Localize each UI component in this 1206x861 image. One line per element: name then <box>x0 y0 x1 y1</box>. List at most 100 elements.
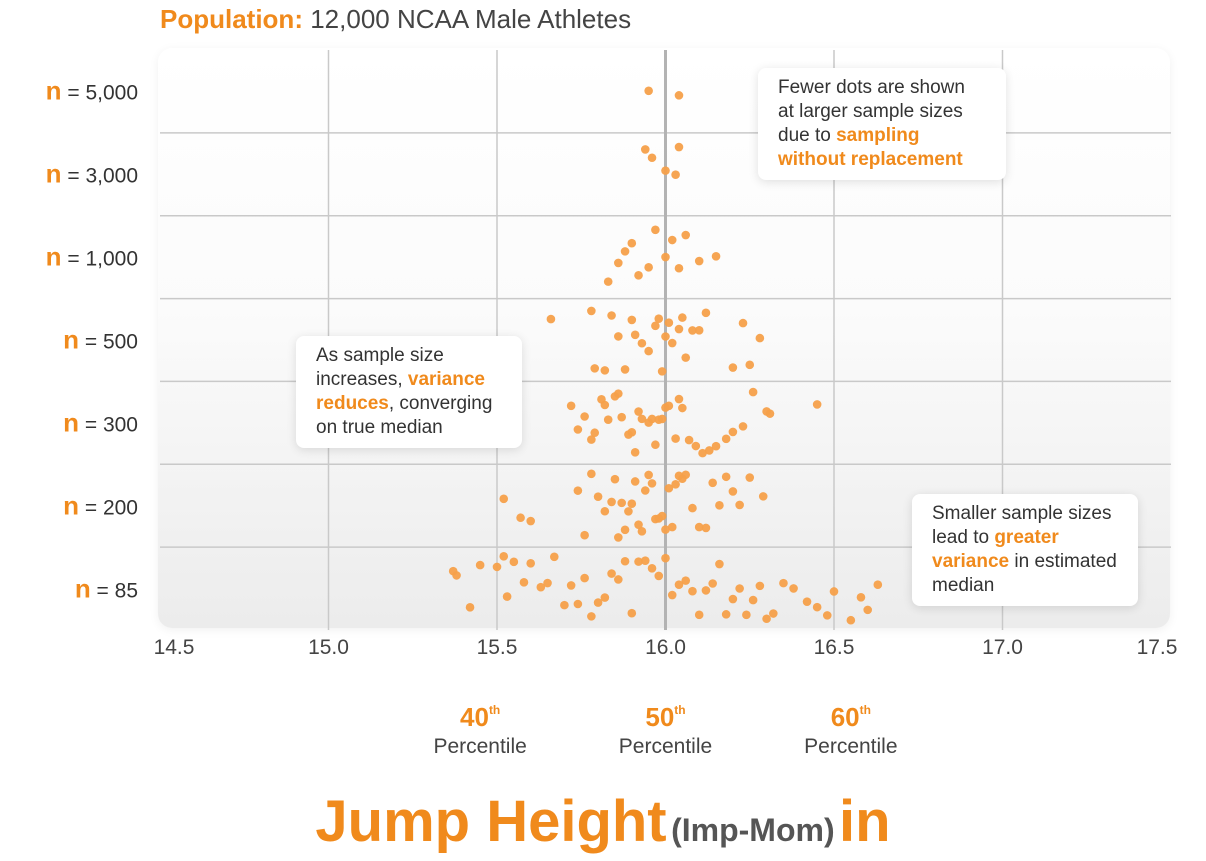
dot-n85-42 <box>755 581 765 591</box>
dot-n500-9 <box>637 338 647 348</box>
x-tick-label-6: 17.5 <box>1136 636 1178 659</box>
chart-title-label: Population: <box>160 4 303 34</box>
dot-n3000-2 <box>661 166 670 175</box>
dot-n85-27 <box>654 571 664 581</box>
y-label-n-3000: n = 3,000 <box>46 159 138 190</box>
dot-n500-22 <box>701 308 711 318</box>
percentile-word: Percentile <box>618 735 713 758</box>
dot-n5000-0 <box>644 86 653 96</box>
dot-n200-10 <box>614 533 623 542</box>
y-label-prefix: n <box>63 324 80 355</box>
dot-n1000-7 <box>661 252 670 262</box>
percentile-word: Percentile <box>433 735 527 758</box>
dot-n500-2 <box>590 364 600 373</box>
dot-n500-10 <box>644 346 653 356</box>
dot-n85-8 <box>519 578 529 587</box>
dot-n300-12 <box>627 428 637 437</box>
dot-n200-17 <box>637 527 647 536</box>
note-greater-text: Smaller sample sizes lead to <box>932 503 1112 548</box>
y-label-value: = 500 <box>79 330 138 354</box>
dot-n300-17 <box>647 414 657 424</box>
y-label-prefix: n <box>45 158 62 189</box>
percentile-number: 50th <box>645 702 686 732</box>
dot-n1000-2 <box>620 247 630 256</box>
dot-n85-30 <box>674 580 684 589</box>
dot-n1000-12 <box>711 252 721 261</box>
dot-n300-26 <box>684 435 694 445</box>
dot-n200-27 <box>671 480 680 489</box>
dot-n85-3 <box>475 560 485 570</box>
dot-n500-14 <box>661 332 670 341</box>
dot-n300-9 <box>614 389 623 398</box>
dot-n85-11 <box>543 578 552 588</box>
dot-n500-26 <box>755 333 765 343</box>
dot-n300-15 <box>637 414 647 424</box>
percentile-40: 40th Percentile <box>405 702 555 759</box>
dot-n85-41 <box>748 595 758 605</box>
dot-n300-7 <box>603 415 613 424</box>
x-tick-label-3: 16.0 <box>645 636 686 659</box>
dot-n85-48 <box>812 602 822 612</box>
dot-n300-14 <box>634 407 643 416</box>
note-variance-tail: , converging on true median <box>316 393 493 438</box>
dot-n500-17 <box>674 324 684 334</box>
dot-n200-14 <box>627 499 637 509</box>
y-label-value: = 5,000 <box>61 81 138 105</box>
dot-n85-32 <box>688 586 697 596</box>
y-label-prefix: n <box>63 407 80 438</box>
dot-n1000-3 <box>627 238 637 248</box>
dot-n85-45 <box>779 578 788 588</box>
dot-n500-16 <box>667 338 677 348</box>
y-label-value: = 300 <box>79 413 138 437</box>
chart-title: Population: 12,000 NCAA Male Athletes <box>160 4 631 35</box>
dot-n200-15 <box>630 477 640 486</box>
dot-n200-39 <box>745 473 755 482</box>
dot-n500-5 <box>614 332 623 341</box>
dot-n1000-0 <box>603 277 613 286</box>
x-tick-label-5: 17.0 <box>982 636 1023 659</box>
y-label-n-85: n = 85 <box>75 573 138 604</box>
dot-n200-23 <box>657 511 667 521</box>
dot-n85-43 <box>762 614 771 624</box>
note-sampling-text: Fewer dots are shown at larger sample si… <box>778 77 965 146</box>
dot-n300-27 <box>691 441 701 451</box>
dot-n200-36 <box>721 472 731 482</box>
dot-n500-23 <box>728 363 738 372</box>
dot-n85-5 <box>499 552 509 561</box>
dot-n500-3 <box>600 366 610 375</box>
dot-n200-7 <box>600 506 610 516</box>
y-label-value: = 200 <box>79 496 138 520</box>
dot-n500-20 <box>688 326 697 335</box>
dot-n300-13 <box>630 447 640 457</box>
dot-n200-33 <box>701 523 711 533</box>
percentile-number: 60th <box>830 702 871 732</box>
dot-n200-35 <box>715 501 724 510</box>
y-label-n-200: n = 200 <box>63 490 138 521</box>
percentile-50: 50th Percentile <box>591 702 741 759</box>
note-greater-highlight: greater variance <box>932 527 1059 572</box>
dot-n200-18 <box>640 486 650 495</box>
y-label-n-5000: n = 5,000 <box>46 76 138 107</box>
dot-n500-13 <box>657 367 667 376</box>
dot-n500-6 <box>620 365 630 374</box>
dot-n85-47 <box>802 597 812 606</box>
dot-n200-4 <box>580 530 589 540</box>
dot-n200-25 <box>664 483 674 493</box>
x-tick-label-2: 15.5 <box>476 636 518 659</box>
dot-n200-12 <box>620 525 630 535</box>
dot-n200-38 <box>735 500 744 510</box>
percentile-60: 60th Percentile <box>776 702 926 759</box>
dot-n1000-8 <box>667 235 677 245</box>
dot-n85-31 <box>681 576 691 585</box>
dot-n200-2 <box>526 516 535 526</box>
dot-n200-13 <box>624 507 633 516</box>
dot-n1000-9 <box>674 263 684 273</box>
dot-n200-0 <box>499 494 509 504</box>
dot-n300-36 <box>765 409 775 418</box>
dot-n300-34 <box>748 387 758 397</box>
dot-n3000-3 <box>671 170 680 179</box>
chart-title-text: 12,000 NCAA Male Athletes <box>310 4 632 34</box>
note-greater-variance: Smaller sample sizes lead to greater var… <box>912 494 1138 606</box>
dot-n300-4 <box>590 428 600 438</box>
dot-n1000-5 <box>644 263 653 272</box>
